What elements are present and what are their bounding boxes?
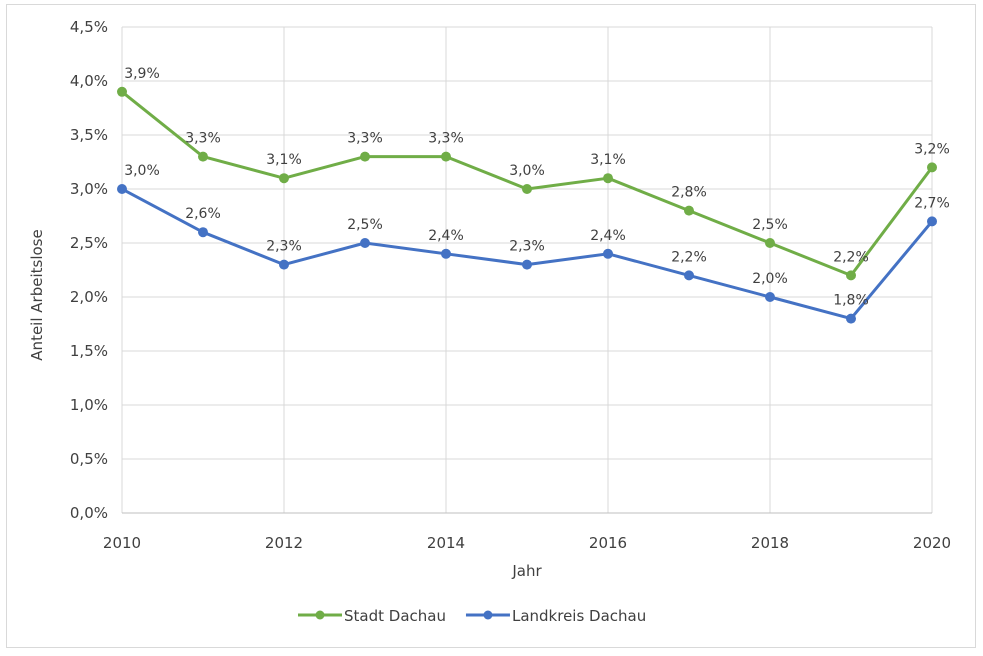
series-stadt-dachau: [117, 86, 937, 281]
legend-marker-icon: [315, 610, 325, 620]
series-lines: [117, 86, 937, 324]
data-point: [441, 151, 451, 162]
data-point: [198, 227, 208, 238]
x-tick-label: 2020: [913, 534, 951, 552]
legend-item-stadt-dachau: Stadt Dachau: [298, 607, 446, 625]
data-label: 2,2%: [833, 249, 869, 265]
data-label: 2,2%: [671, 249, 707, 265]
data-point: [765, 238, 775, 248]
legend-label: Landkreis Dachau: [512, 607, 646, 625]
data-label: 3,9%: [124, 66, 160, 82]
legend-label: Stadt Dachau: [344, 607, 446, 625]
series-landkreis-dachau: [117, 184, 937, 324]
y-tick-label: 0,5%: [70, 450, 108, 468]
data-point: [522, 184, 532, 194]
y-tick-label: 2,0%: [70, 288, 108, 306]
data-point: [684, 205, 694, 216]
x-tick-label: 2012: [265, 534, 303, 552]
data-label: 3,0%: [124, 163, 160, 179]
data-point: [684, 270, 694, 281]
x-axis-title: Jahr: [511, 562, 542, 580]
data-point: [117, 184, 127, 194]
data-point: [279, 259, 289, 270]
x-tick-label: 2018: [751, 534, 789, 552]
data-label: 2,4%: [428, 228, 464, 244]
legend-item-landkreis-dachau: Landkreis Dachau: [465, 607, 646, 625]
y-tick-label: 1,5%: [70, 342, 108, 360]
data-label: 1,8%: [833, 293, 869, 309]
data-point: [927, 162, 937, 173]
data-label: 2,3%: [266, 239, 302, 255]
legend-marker-icon: [483, 610, 493, 620]
data-label: 3,1%: [590, 152, 626, 168]
data-label: 2,6%: [185, 206, 221, 222]
data-label: 2,5%: [752, 217, 788, 233]
data-point: [360, 238, 370, 248]
data-label: 3,3%: [428, 131, 464, 147]
data-point: [441, 248, 451, 259]
x-tick-label: 2016: [589, 534, 627, 552]
y-axis-title: Anteil Arbeitslose: [28, 229, 46, 360]
data-point: [360, 151, 370, 162]
data-label: 3,0%: [509, 163, 545, 179]
data-point: [117, 86, 127, 97]
data-point: [603, 248, 613, 259]
data-point: [603, 173, 613, 184]
data-labels: 3,9% 3,3% 3,1% 3,3% 3,3% 3,0% 3,1% 2,8% 2,5% 2,2%…: [124, 66, 950, 309]
x-tick-label: 2014: [427, 534, 465, 552]
gridlines: [121, 26, 933, 514]
data-point: [279, 173, 289, 184]
y-tick-label: 0,0%: [70, 504, 108, 522]
y-tick-label: 3,5%: [70, 126, 108, 144]
y-tick-label: 4,5%: [70, 18, 108, 36]
data-label: 2,8%: [671, 185, 707, 201]
data-point: [765, 292, 775, 302]
chart-frame: [6, 4, 976, 648]
data-point: [846, 270, 856, 281]
data-point: [927, 216, 937, 227]
data-label: 2,0%: [752, 271, 788, 287]
x-tick-label: 2010: [103, 534, 141, 552]
y-tick-label: 1,0%: [70, 396, 108, 414]
data-point: [846, 313, 856, 324]
data-label: 2,3%: [509, 239, 545, 255]
y-axis-ticks: 0,0% 0,5% 1,0% 1,5% 2,0% 2,5% 3,0% 3,5% 4,0% 4,5%: [70, 18, 108, 522]
legend: Stadt Dachau Landkreis Dachau: [298, 607, 646, 625]
data-label: 3,2%: [914, 141, 950, 157]
y-tick-label: 3,0%: [70, 180, 108, 198]
data-label: 2,7%: [914, 195, 950, 211]
data-label: 2,5%: [347, 217, 383, 233]
data-label: 3,3%: [347, 131, 383, 147]
data-label: 3,3%: [185, 131, 221, 147]
x-axis-ticks: 2010 2012 2014 2016 2018 2020: [103, 534, 951, 552]
data-point: [198, 151, 208, 162]
y-tick-label: 2,5%: [70, 234, 108, 252]
data-label: 3,1%: [266, 152, 302, 168]
y-tick-label: 4,0%: [70, 72, 108, 90]
data-point: [522, 259, 532, 270]
data-label: 2,4%: [590, 228, 626, 244]
